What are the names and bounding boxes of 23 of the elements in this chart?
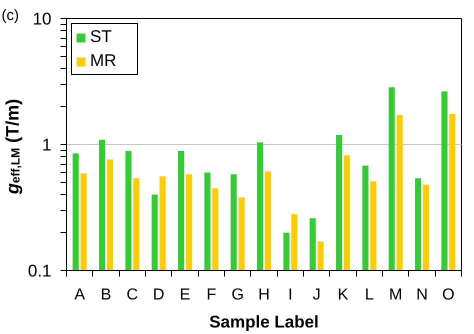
x-tick-label: C [126,286,138,304]
x-tick-label: J [312,286,321,304]
x-tick-label: B [100,286,112,304]
x-tick-label: H [258,286,270,304]
x-tick-label: L [364,286,374,304]
x-tick-label: M [389,286,402,304]
y-tick-label: 1 [42,136,52,154]
x-tick-label: I [288,286,293,304]
x-tick-label: G [231,286,244,304]
chart-title: (c) [2,7,19,24]
legend-label: MR [90,51,118,71]
x-tick-label: D [152,286,164,304]
y-axis-title: geff,LM (T/m) [2,98,22,196]
y-tick-label: 10 [32,10,52,28]
x-axis-title: Sample Label [209,312,319,332]
x-tick-label: F [206,286,216,304]
legend-label: ST [90,27,113,47]
x-tick-label: K [338,286,349,304]
x-tick-label: O [442,286,455,304]
x-tick-label: E [180,286,190,304]
y-tick-label: 0.1 [28,262,52,280]
x-tick-label: N [416,286,428,304]
x-tick-label: A [74,286,86,304]
